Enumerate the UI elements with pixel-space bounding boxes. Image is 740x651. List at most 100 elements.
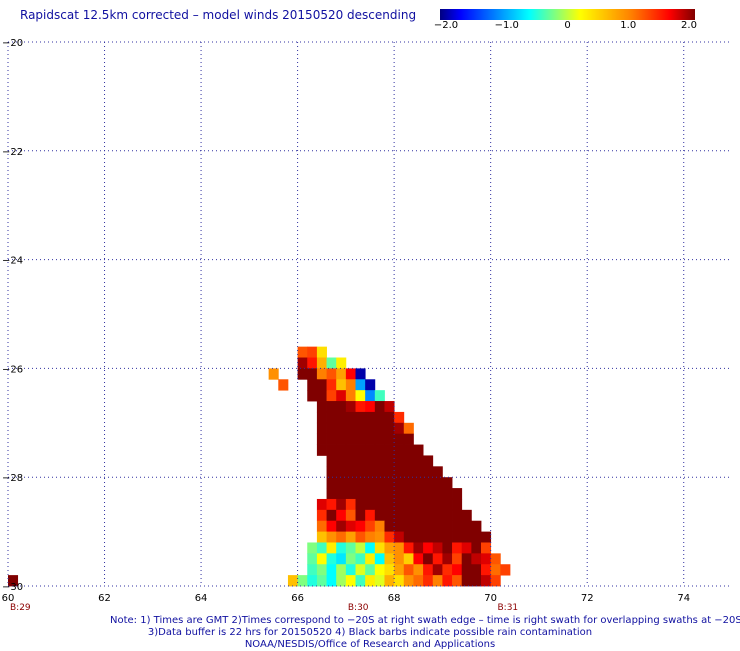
swath-cell	[384, 575, 395, 587]
swath-cell	[336, 498, 347, 511]
swath-cell	[365, 401, 376, 413]
swath-cell	[355, 509, 366, 522]
swath-cell	[355, 488, 366, 500]
swath-cell	[471, 542, 482, 554]
swath-cells	[8, 346, 511, 587]
swath-cell	[336, 509, 347, 522]
swath-cell	[374, 575, 385, 587]
swath-cell	[307, 564, 318, 576]
swath-cell	[307, 390, 318, 402]
swath-cell	[355, 498, 366, 511]
swath-cell	[268, 368, 279, 380]
x-tick-label: 62	[98, 593, 111, 604]
swath-cell	[413, 455, 424, 467]
swath-cell	[403, 422, 414, 435]
swath-cell	[394, 498, 405, 511]
swath-cell	[355, 401, 366, 413]
swath-cell	[423, 531, 434, 543]
swath-cell	[394, 531, 405, 543]
swath-cell	[326, 368, 337, 380]
swath-cell	[423, 498, 434, 511]
swath-cell	[307, 575, 318, 587]
swath-cell	[355, 379, 366, 391]
swath-cell	[384, 422, 395, 435]
y-tick-label: −30	[2, 582, 23, 593]
note-line-2: 3)Data buffer is 22 hrs for 20150520 4) …	[147, 627, 593, 638]
swath-cell	[394, 411, 405, 424]
x-tick-label: 64	[195, 593, 208, 604]
swath-cell	[403, 466, 414, 478]
swath-cell	[365, 422, 376, 435]
swath-cell	[355, 390, 366, 402]
swath-cell	[326, 466, 337, 478]
x-tick-label: 66	[291, 593, 304, 604]
swath-cell	[365, 477, 376, 489]
swath-cell	[326, 411, 337, 424]
swath-cell	[336, 379, 347, 391]
swath-cell	[442, 564, 453, 576]
swath-cell	[413, 444, 424, 456]
x-tick-label: 74	[677, 593, 690, 604]
swath-cell	[432, 542, 443, 554]
swath-cell	[336, 411, 347, 424]
swath-cell	[432, 509, 443, 522]
swath-cell	[452, 564, 463, 576]
swath-cell	[355, 477, 366, 489]
swath-cell	[345, 509, 356, 522]
swath-cell	[471, 520, 482, 532]
swath-cell	[423, 488, 434, 500]
swath-cell	[403, 542, 414, 554]
swath-cell	[374, 455, 385, 467]
swath-cell	[326, 422, 337, 435]
swath-cell	[432, 466, 443, 478]
swath-cell	[316, 531, 327, 543]
swath-cell	[336, 368, 347, 380]
swath-cell	[403, 531, 414, 543]
swath-cell	[316, 542, 327, 554]
swath-cell	[336, 564, 347, 576]
swath-cell	[374, 564, 385, 576]
swath-cell	[423, 553, 434, 565]
swath-cell	[297, 357, 308, 369]
swath-cell	[374, 444, 385, 456]
swath-cell	[413, 575, 424, 587]
swath-cell	[452, 520, 463, 532]
swath-cell	[403, 488, 414, 500]
swath-cell	[374, 542, 385, 554]
swath-cell	[384, 553, 395, 565]
swath-cell	[365, 498, 376, 511]
swath-cell	[403, 575, 414, 587]
swath-cell	[481, 531, 492, 543]
swath-cell	[355, 553, 366, 565]
swath-cell	[355, 520, 366, 532]
swath-cell	[384, 444, 395, 456]
swath-cell	[403, 520, 414, 532]
swath-cell	[355, 422, 366, 435]
y-tick-labels: −20 −22 −24 −26 −28 −30	[2, 38, 23, 593]
swath-cell	[336, 455, 347, 467]
swath-cell	[384, 455, 395, 467]
swath-cell	[403, 509, 414, 522]
swath-cell	[307, 542, 318, 554]
swath-cell	[336, 444, 347, 456]
swath-cell	[452, 575, 463, 587]
swath-cell	[452, 542, 463, 554]
swath-cell	[442, 575, 453, 587]
swath-cell	[432, 564, 443, 576]
swath-cell	[326, 553, 337, 565]
swath-cell	[336, 401, 347, 413]
colorbar-tick-label: −2.0	[433, 20, 459, 31]
swath-cell	[374, 422, 385, 435]
swath-cell	[432, 477, 443, 489]
swath-cell	[365, 542, 376, 554]
colorbar-tick-label: 0	[564, 20, 571, 31]
swath-cell	[442, 509, 453, 522]
swath-cell	[413, 520, 424, 532]
swath-cell	[336, 466, 347, 478]
swath-cell	[384, 498, 395, 511]
swath-cell	[481, 553, 492, 565]
swath-cell	[336, 477, 347, 489]
swath-cell	[355, 542, 366, 554]
swath-cell	[345, 390, 356, 402]
